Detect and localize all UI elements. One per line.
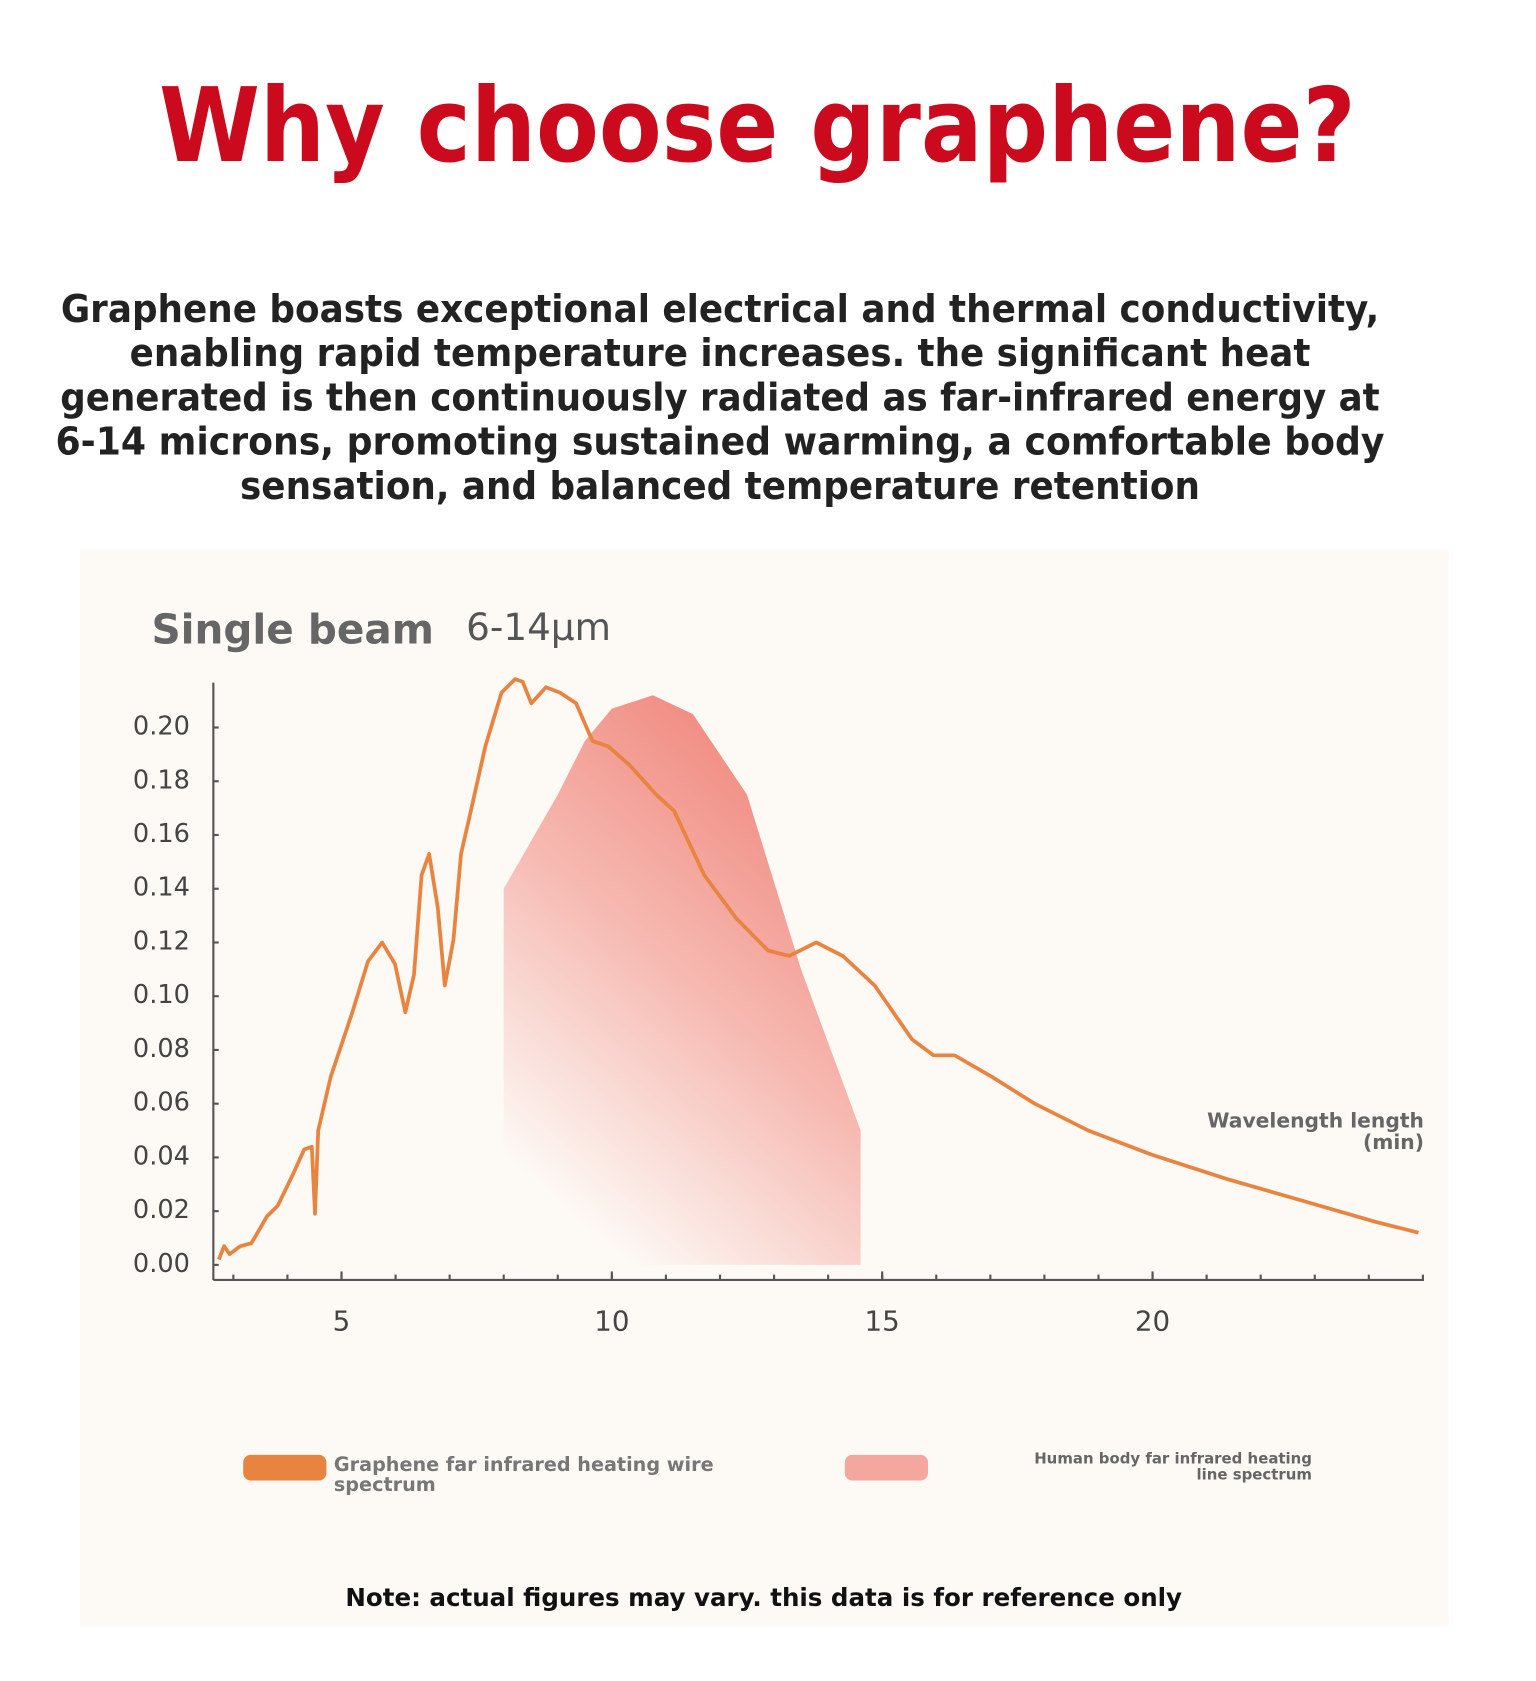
legend-label-box: Graphene far infrared heating wire spect… <box>333 1455 714 1497</box>
x-tick-label: 20 <box>1135 1305 1170 1338</box>
chart-title: Single beam <box>151 606 433 654</box>
area <box>503 695 861 1265</box>
y-tick-label: 0.06 <box>133 1088 190 1118</box>
x-tick-label: 10 <box>594 1305 629 1338</box>
body-text: generated is then continuously radiated … <box>60 375 1379 420</box>
chart-subtitle: 6-14μm <box>466 605 611 649</box>
body-text: Graphene boasts exceptional electrical a… <box>61 287 1379 332</box>
y-tick-label: 0.08 <box>133 1034 190 1064</box>
body-text: 6-14 microns, promoting sustained warmin… <box>55 420 1384 465</box>
legend-label-box: Human body far infrared heating line spe… <box>1034 1451 1312 1484</box>
legend-label: Graphene far infrared heating wire spect… <box>333 1455 714 1497</box>
y-tick-label: 0.18 <box>133 765 190 795</box>
page-title: Why choose graphene? <box>159 67 1356 186</box>
y-tick-label: 0.10 <box>133 980 190 1010</box>
x-axis-label-box: Wavelength length (min) <box>1207 1111 1424 1155</box>
body-text: enabling rapid temperature increases. th… <box>130 331 1311 376</box>
y-tick-label: 0.02 <box>133 1195 190 1225</box>
y-tick-label: 0.20 <box>133 712 190 742</box>
legend-swatch <box>844 1454 928 1481</box>
x-tick-label: 15 <box>865 1305 900 1338</box>
y-tick-label: 0.00 <box>133 1249 190 1279</box>
y-tick-label: 0.16 <box>133 819 190 849</box>
y-tick-label: 0.12 <box>133 926 190 956</box>
line <box>217 677 1419 1261</box>
body-text: sensation, and balanced temperature rete… <box>240 464 1200 509</box>
y-tick-label: 0.04 <box>133 1141 190 1171</box>
x-axis-label: Wavelength length (min) <box>1207 1111 1424 1155</box>
legend-swatch <box>243 1454 327 1481</box>
footnote: Note: actual figures may vary. this data… <box>345 1583 1182 1612</box>
x-tick-label: 5 <box>333 1305 351 1338</box>
y-tick-label: 0.14 <box>133 873 190 903</box>
legend-label: Human body far infrared heating line spe… <box>1034 1451 1312 1484</box>
